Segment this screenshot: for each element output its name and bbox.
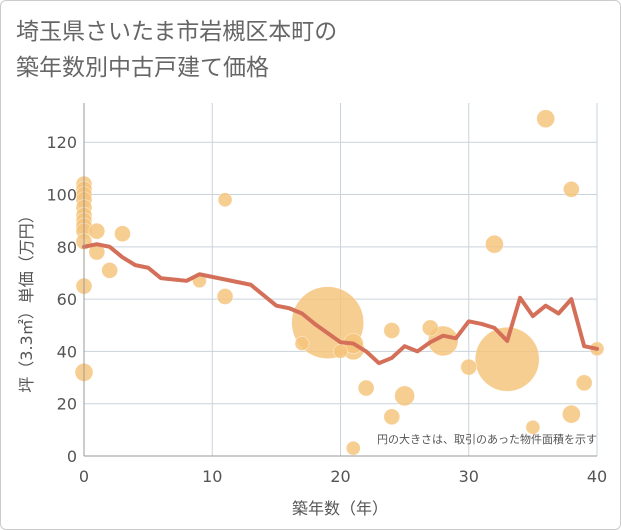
bubble-point [394,385,415,407]
bubble-point [563,180,580,198]
bubble-point [101,262,118,279]
axis-layer [83,103,597,457]
x-axis-title: 築年数（年） [292,499,388,518]
x-tick-label: 20 [330,467,350,486]
chart-title-line-2: 築年数別中古戸建て価格 [16,55,269,81]
x-tick-label: 40 [587,467,607,486]
y-axis-title: 坪（3.3㎡）単価（万円） [17,207,36,392]
chart-title-line-1: 埼玉県さいたま市岩槻区本町の [16,19,338,45]
y-tick-label: 40 [57,342,77,361]
bubble-point [88,222,106,240]
label-layer: 0 20 40 60 80 100 120 0 10 20 30 40 [46,133,607,486]
x-tick-label: 10 [202,467,222,486]
line-layer [82,242,599,366]
y-tick-label: 0 [67,447,77,466]
y-tick-label: 20 [57,395,77,414]
bubble-point [383,408,401,426]
bubble-point [333,344,348,359]
bubble-point [562,404,581,424]
bubble-size-note: 円の大きさは、取引のあった物件面積を示す [377,432,597,446]
bubble-point [525,419,541,435]
bubble-point [217,192,233,208]
x-tick-label: 30 [459,467,479,486]
x-tick-label: 0 [79,467,89,486]
bubble-point [536,109,556,128]
chart-title: 埼玉県さいたま市岩槻区本町の 築年数別中古戸建て価格 [16,14,337,86]
y-tick-label: 120 [46,133,77,152]
bubble-point [114,225,131,243]
bubble-point [485,234,504,254]
bubble-point [346,440,361,456]
bubble-point [474,326,540,392]
bubble-point [575,374,593,392]
bubble-point [421,319,439,337]
y-tick-label: 80 [57,238,77,257]
bubble-point [357,379,375,397]
bubble-point [383,322,401,339]
average-price-line [82,242,599,366]
bubble-point [294,336,310,351]
y-tick-label: 60 [57,290,77,309]
bubble-point [460,358,478,376]
bubble-point [216,288,234,305]
y-tick-label: 100 [46,186,77,205]
